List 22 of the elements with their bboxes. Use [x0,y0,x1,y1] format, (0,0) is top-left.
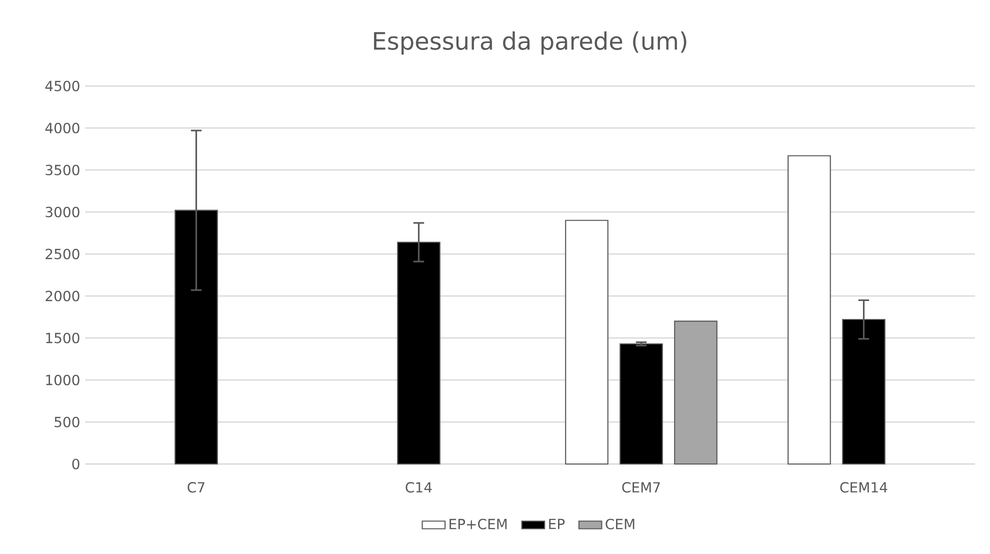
y-tick-label: 4000 [45,122,80,134]
bar [674,320,718,465]
y-tick-label: 4500 [45,80,80,92]
y-tick-label: 500 [54,416,80,428]
bar [565,220,608,465]
legend-label: EP [549,518,565,530]
y-tick-label: 3500 [46,164,80,176]
y-tick-label: 1000 [46,374,80,386]
y-tick-label: 2500 [46,248,80,260]
bar [620,343,663,465]
x-tick-label: CEM14 [840,482,888,493]
y-tick-label: 3000 [46,206,80,218]
legend-label: CEM [606,518,634,530]
y-tick-label: 2000 [46,290,80,302]
bar [788,155,831,465]
y-tick-label: 0 [72,458,80,470]
x-tick-label: C7 [188,482,204,493]
chart-title: Espessura da parede (um) [374,31,686,55]
y-tick-label: 1500 [46,332,80,344]
legend-label: EP+CEM [450,518,507,530]
x-tick-label: CEM7 [622,482,660,493]
x-tick-label: C14 [406,482,432,493]
